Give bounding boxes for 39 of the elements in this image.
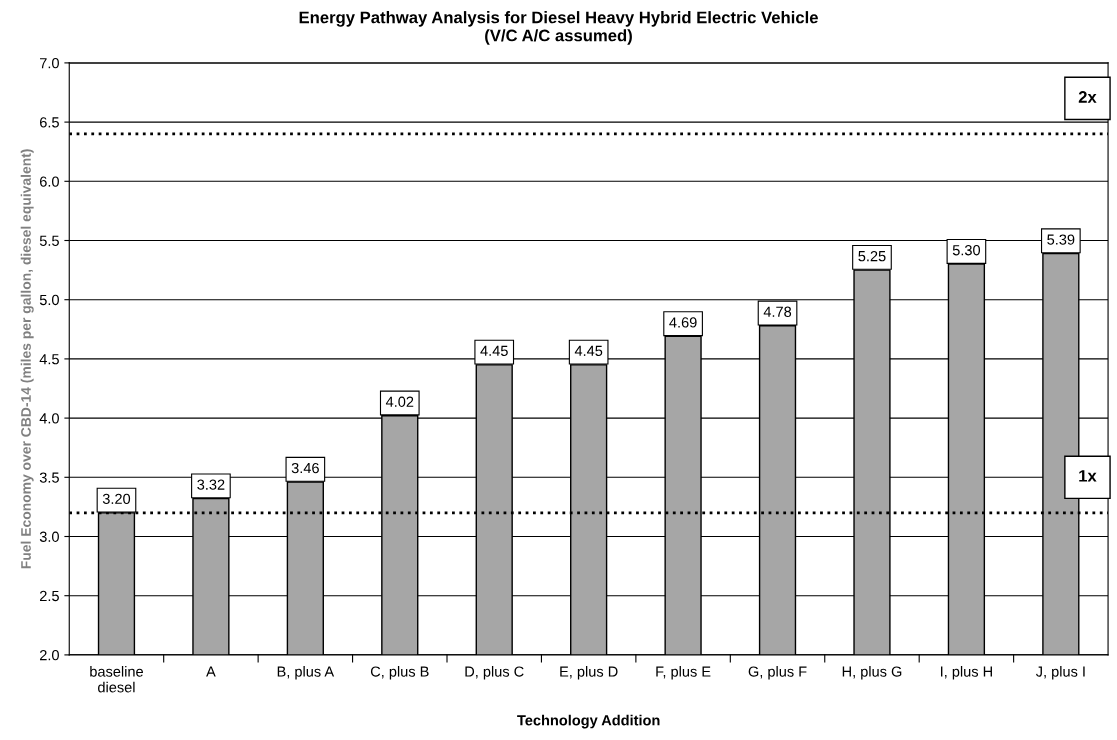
chart-subtitle: (V/C A/C assumed) — [485, 29, 632, 45]
data-label: 5.30 — [952, 245, 981, 256]
y-tick-label: 2.0 — [39, 650, 59, 661]
y-tick-label: 4.5 — [39, 354, 59, 365]
y-tick-label: 2.5 — [39, 590, 59, 602]
x-tick-label: F, plus E — [656, 666, 711, 680]
data-label: 5.25 — [858, 250, 886, 262]
y-axis-title: Fuel Economy over CBD-14 (miles per gallon, diesel equivalent) — [20, 149, 34, 569]
x-tick-label: J, plus I — [1035, 666, 1085, 680]
data-label: 3.32 — [197, 479, 225, 490]
data-label: 5.39 — [1047, 234, 1075, 245]
y-tick-label: 5.5 — [39, 235, 59, 246]
x-tick-label: A — [206, 666, 216, 677]
chart-title: Energy Pathway Analysis for Diesel Heavy Hybrid Electric Vehicle — [299, 11, 818, 27]
data-label: 4.69 — [669, 317, 697, 328]
y-tick-label: 3.0 — [39, 531, 59, 542]
x-tick-label: B, plus A — [277, 666, 335, 680]
y-tick-label: 6.0 — [40, 176, 59, 187]
data-label: 3.20 — [102, 493, 131, 505]
y-tick-label: 3.5 — [39, 472, 59, 483]
x-tick-label: E, plus D — [560, 666, 618, 680]
x-tick-label: I, plus H — [941, 666, 992, 680]
ref-line-label: 2x — [1078, 91, 1097, 103]
x-tick-label: baseline diesel — [90, 666, 143, 693]
x-tick-label: H, plus G — [842, 666, 902, 680]
x-tick-label: D, plus C — [465, 666, 524, 680]
x-tick-label: G, plus F — [748, 666, 807, 680]
ref-line-label: 1x — [1079, 470, 1097, 482]
data-label: 4.78 — [763, 306, 792, 317]
data-label: 3.46 — [291, 462, 319, 474]
x-axis-title: Technology Addition — [517, 714, 660, 729]
data-label: 4.02 — [385, 396, 414, 407]
y-tick-label: 6.5 — [40, 117, 59, 128]
x-tick-label: C, plus B — [370, 666, 429, 680]
y-tick-label: 7.0 — [40, 58, 59, 69]
data-label: 4.45 — [574, 345, 603, 357]
data-label: 4.45 — [480, 345, 508, 357]
y-tick-label: 5.0 — [39, 294, 59, 306]
y-tick-label: 4.0 — [39, 413, 59, 424]
